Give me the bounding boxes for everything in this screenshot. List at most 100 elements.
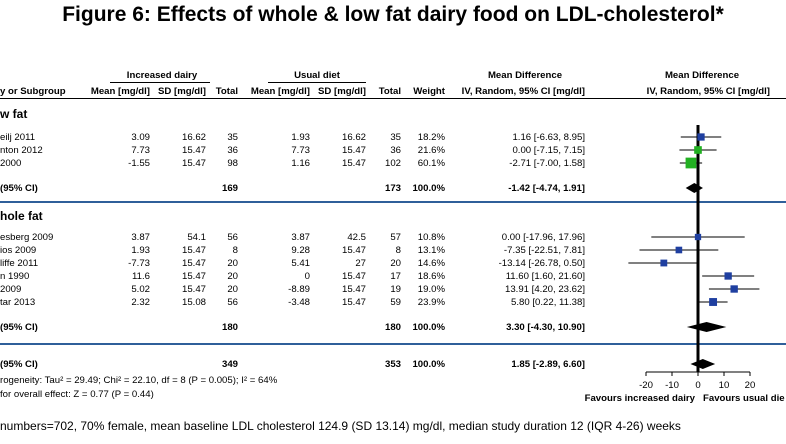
- cell-weight: 13.1%: [417, 245, 445, 256]
- subtotal-n1: 169: [221, 183, 238, 194]
- subtotal-label: (95% CI): [0, 183, 38, 194]
- header-separator: [0, 98, 786, 99]
- forest-plot: [628, 125, 760, 376]
- cell-n1: 35: [227, 132, 238, 143]
- favours-left-label: Favours increased dairy: [584, 393, 695, 404]
- study-name: tar 2013: [0, 297, 36, 308]
- cell-n2: 102: [384, 158, 401, 169]
- cell-sd2: 27: [355, 258, 366, 269]
- cell-mean1: 3.09: [131, 132, 150, 143]
- cell-mean1: 1.93: [131, 245, 150, 256]
- cell-n2: 35: [390, 132, 401, 143]
- header-increased-dairy: Increased dairy: [126, 70, 198, 81]
- study-marker: [709, 298, 718, 306]
- header-ci: IV, Random, 95% CI [mg/dl]: [461, 86, 585, 97]
- cell-n1: 56: [227, 297, 238, 308]
- cell-mean2: -8.89: [288, 284, 310, 295]
- cell-sd1: 15.47: [181, 145, 206, 156]
- overall-n1: 349: [221, 359, 238, 370]
- cell-mean2: 5.41: [291, 258, 310, 269]
- study-marker: [697, 133, 705, 141]
- study-marker: [694, 233, 702, 241]
- cell-n1: 98: [227, 158, 238, 169]
- section-label-whole-fat: hole fat: [0, 209, 43, 223]
- subtotal-weight: 100.0%: [412, 322, 445, 333]
- subtotal-n2: 180: [384, 322, 401, 333]
- header-sd1: SD [mg/dl]: [158, 86, 206, 97]
- study-name: esberg 2009: [0, 232, 54, 243]
- study-name: nton 2012: [0, 145, 43, 156]
- subtotal-weight: 100.0%: [412, 183, 445, 194]
- cell-mean2: -3.48: [288, 297, 310, 308]
- cell-n2: 57: [390, 232, 401, 243]
- cell-sd1: 15.47: [181, 245, 206, 256]
- cell-sd2: 15.47: [341, 245, 366, 256]
- study-marker: [675, 246, 683, 254]
- cell-mean2: 7.73: [291, 145, 310, 156]
- study-name: n 1990: [0, 271, 30, 282]
- cell-sd1: 15.47: [181, 158, 206, 169]
- study-marker: [685, 157, 697, 169]
- cell-mean1: 5.02: [131, 284, 150, 295]
- x-tick-label: 10: [718, 380, 730, 391]
- heterogeneity-text: rogeneity: Tau² = 29.49; Chi² = 22.10, d…: [0, 375, 278, 386]
- cell-sd1: 15.47: [181, 271, 206, 282]
- subtotal-n2: 173: [384, 183, 401, 194]
- cell-sd2: 16.62: [341, 132, 366, 143]
- header-sd2: SD [mg/dl]: [318, 86, 366, 97]
- cell-sd2: 15.47: [341, 158, 366, 169]
- cell-n1: 36: [227, 145, 238, 156]
- cell-n1: 8: [232, 245, 238, 256]
- overall-weight: 100.0%: [412, 359, 445, 370]
- cell-ci: 13.91 [4.20, 23.62]: [504, 284, 585, 295]
- cell-sd2: 15.47: [341, 297, 366, 308]
- study-marker: [694, 146, 702, 154]
- favours-right-label: Favours usual die: [703, 393, 785, 404]
- study-name: 2000: [0, 158, 22, 169]
- study-name: ios 2009: [0, 245, 37, 256]
- cell-sd2: 15.47: [341, 271, 366, 282]
- header-usual-diet: Usual diet: [294, 70, 340, 81]
- header-study: y or Subgroup: [0, 86, 66, 97]
- cell-mean2: 1.93: [291, 132, 310, 143]
- cell-weight: 18.6%: [417, 271, 445, 282]
- cell-weight: 14.6%: [417, 258, 445, 269]
- cell-n1: 20: [227, 258, 238, 269]
- cell-mean1: -7.73: [128, 258, 150, 269]
- cell-mean1: 11.6: [132, 271, 150, 282]
- subtotal-n1: 180: [221, 322, 238, 333]
- study-name: liffe 2011: [0, 258, 39, 269]
- cell-mean2: 0: [304, 271, 310, 282]
- overall-label: (95% CI): [0, 359, 38, 370]
- x-tick-label: -20: [639, 380, 653, 391]
- cell-n2: 36: [390, 145, 401, 156]
- cell-n2: 19: [390, 284, 401, 295]
- cell-n2: 20: [390, 258, 401, 269]
- cell-mean2: 9.28: [291, 245, 310, 256]
- cell-n1: 20: [227, 284, 238, 295]
- figure-title: Figure 6: Effects of whole & low fat dai…: [62, 3, 724, 26]
- header-total1: Total: [215, 86, 238, 97]
- pooled-diamond: [686, 322, 727, 332]
- cell-mean2: 3.87: [291, 232, 310, 243]
- cell-n1: 20: [227, 271, 238, 282]
- cell-weight: 21.6%: [417, 145, 445, 156]
- x-tick-label: -10: [665, 380, 679, 391]
- cell-mean1: -1.55: [128, 158, 150, 169]
- section-separator: [0, 343, 786, 345]
- cell-ci: 0.00 [-7.15, 7.15]: [512, 145, 585, 156]
- cell-ci: 11.60 [1.60, 21.60]: [505, 271, 585, 282]
- cell-sd1: 15.47: [181, 258, 206, 269]
- cell-ci: -7.35 [-22.51, 7.81]: [503, 245, 585, 256]
- cell-mean1: 2.32: [131, 297, 150, 308]
- cell-ci: -13.14 [-26.78, 0.50]: [498, 258, 585, 269]
- x-tick-label: 20: [744, 380, 756, 391]
- header-plot-ci: IV, Random, 95% CI [mg/dl]: [646, 86, 770, 97]
- cell-ci: 1.16 [-6.63, 8.95]: [512, 132, 585, 143]
- cell-sd1: 15.08: [181, 297, 206, 308]
- section-separator: [0, 201, 786, 203]
- cell-weight: 18.2%: [417, 132, 445, 143]
- overall-n2: 353: [384, 359, 401, 370]
- x-tick-label: 0: [695, 380, 701, 391]
- header-total2: Total: [378, 86, 401, 97]
